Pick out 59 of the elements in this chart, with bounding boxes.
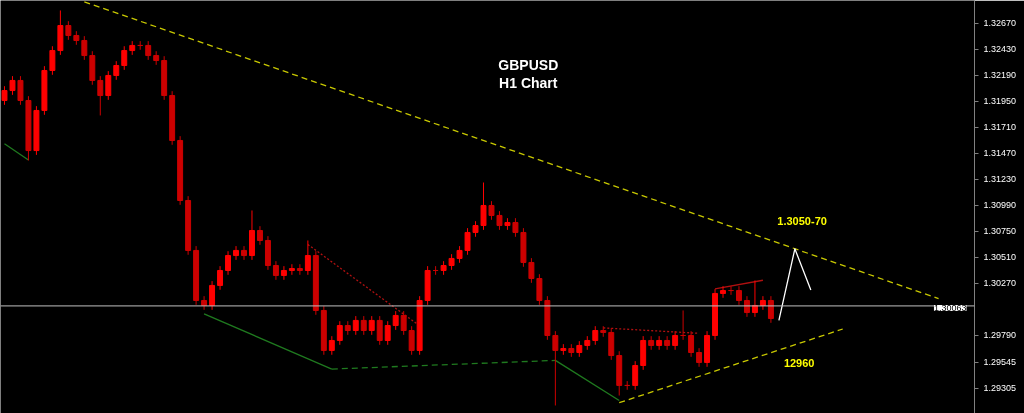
candlestick [767,295,774,324]
candlestick [368,315,375,336]
candlestick [233,245,239,261]
y-tick-label: 1.30270 [983,278,1017,289]
candlestick [736,285,742,306]
candlestick [296,263,303,276]
candlestick [608,327,615,361]
candlestick [360,315,367,336]
y-tick-label: 1.31470 [983,148,1017,159]
candlestick [113,60,120,81]
candlestick [384,320,391,346]
y-tick-label: 1.31710 [983,122,1017,133]
candlestick [352,315,359,336]
candlestick [376,315,383,346]
candlestick [696,347,703,368]
candlestick [145,40,152,61]
candlestick [664,335,671,351]
candlestick [336,320,343,346]
candlestick [256,225,263,246]
candlestick [97,75,104,116]
candlestick [121,45,128,71]
y-tick-label: 1.31950 [983,96,1017,107]
candlestick [400,310,407,336]
candlestick [392,310,399,331]
candlestick [209,280,216,311]
y-tick-label: 1.29790 [983,330,1017,341]
candlestick [720,285,726,299]
y-tick-label: 1.32190 [983,70,1017,81]
candlestick [65,20,72,41]
candlestick [272,260,279,281]
annotation: 12960 [783,356,815,369]
annotation: 1.3050-70 [777,214,827,227]
y-tick-label: 1.31230 [983,174,1017,185]
y-tick-label: 1.30510 [983,252,1017,263]
candlestick [288,263,295,276]
y-tick-label: 1.30750 [983,226,1017,237]
candlestick [217,265,224,291]
candlestick [552,330,559,406]
candlestick [408,325,415,356]
candlestick [656,335,663,351]
candlestick [105,70,112,101]
candlestick [241,245,247,261]
ref-line-label: 1.30063 [933,302,967,313]
y-tick-label: 1.30990 [983,200,1017,211]
candlestick [328,335,335,356]
candlestick [632,360,639,391]
candlestick [672,330,679,351]
candlestick [592,325,599,346]
candlestick [81,35,88,61]
y-tick-label: 1.32670 [983,18,1017,29]
y-tick-label: 1.29545 [983,357,1017,368]
candlestick [280,265,287,281]
candlestick [304,239,311,276]
candlestick [688,330,695,358]
y-tick-label: 1.32430 [983,44,1017,55]
y-tick-label: 1.29305 [983,383,1017,394]
text: H1 Chart [499,75,558,92]
candlestick [225,250,232,276]
text: GBPUSD [498,56,559,73]
